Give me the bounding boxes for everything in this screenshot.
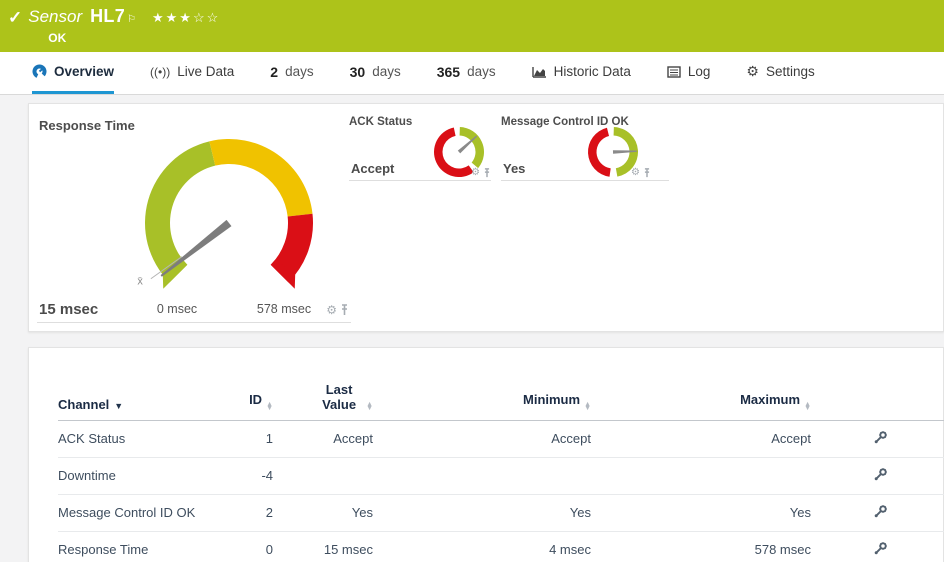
- gauge-title: Response Time: [39, 118, 135, 133]
- gauge-title: Message Control ID OK: [501, 116, 629, 128]
- gauge-title: ACK Status: [349, 116, 413, 128]
- channel-minimum-cell: Accept: [373, 420, 591, 458]
- column-header-actions: [811, 370, 944, 421]
- tab-overview[interactable]: Overview: [32, 52, 115, 94]
- channel-settings-wrench-icon[interactable]: [873, 430, 889, 448]
- channel-name-cell: Response Time: [58, 531, 218, 562]
- gauge-value: Yes: [503, 161, 526, 176]
- gauge-settings-gear-icon[interactable]: ⚙: [326, 303, 337, 317]
- gauge-value: Accept: [351, 161, 395, 176]
- ack-status-gauge-panel: ACK Status Accept ⚙: [349, 112, 491, 181]
- tab-historic-data[interactable]: Historic Data: [531, 52, 631, 94]
- sensor-status-badge: OK: [48, 31, 67, 45]
- gauge-settings-gear-icon[interactable]: ⚙: [471, 167, 480, 178]
- column-header-last-value[interactable]: Last Value ▲ ▼: [273, 370, 373, 421]
- channel-name-cell: Message Control ID OK: [58, 494, 218, 532]
- channels-table-body: ACK Status 1 Accept Accept Accept Downti…: [58, 420, 944, 562]
- gear-icon: ⚙: [746, 63, 759, 79]
- gauge-settings-gear-icon[interactable]: ⚙: [631, 167, 640, 178]
- channel-name-cell: ACK Status: [58, 420, 218, 458]
- channel-settings-wrench-icon[interactable]: [873, 541, 889, 559]
- message-control-gauge: [588, 127, 638, 177]
- sensor-tab-bar: Overview ((•)) Live Data 2 days 30 days …: [0, 52, 944, 95]
- channel-last-value-cell: [273, 457, 373, 495]
- channel-minimum-cell: [373, 457, 591, 495]
- sensor-header: ✓ Sensor HL7 ⚐ ★★★☆☆ OK: [0, 0, 944, 52]
- pin-icon[interactable]: [643, 168, 651, 178]
- tab-2-days[interactable]: 2 days: [270, 63, 314, 80]
- area-chart-icon: [531, 65, 547, 78]
- channel-id-cell: 1: [218, 420, 273, 458]
- channel-minimum-cell: 4 msec: [373, 531, 591, 562]
- channels-table-panel: Channel ▼ ID ▲ ▼ Last Value ▲ ▼ Minimum ▲ ▼ Max…: [28, 347, 944, 562]
- channel-id-cell: 2: [218, 494, 273, 532]
- channel-row: Downtime -4: [58, 457, 944, 495]
- sort-icon: ▲ ▼: [366, 400, 373, 412]
- ack-status-gauge: [434, 127, 484, 177]
- gauge-value: 15 msec: [39, 301, 99, 318]
- tab-30-days[interactable]: 30 days: [349, 63, 401, 80]
- sort-icon: ▲ ▼: [584, 400, 591, 412]
- channel-last-value-cell: Accept: [273, 420, 373, 458]
- log-list-icon: [667, 65, 681, 78]
- tab-settings[interactable]: ⚙ Settings: [746, 63, 815, 79]
- channel-row: Response Time 0 15 msec 4 msec 578 msec: [58, 531, 944, 562]
- pin-icon[interactable]: [483, 168, 491, 178]
- response-time-gauge-panel: Response Time x̄ 0 msec 578 msec 15 msec…: [37, 112, 351, 323]
- sort-icon: ▲ ▼: [266, 400, 273, 412]
- sensor-kind-label: Sensor: [28, 7, 83, 26]
- sensor-name: HL7: [90, 6, 126, 26]
- sort-desc-icon: ▼: [114, 400, 124, 411]
- message-control-gauge-panel: Message Control ID OK Yes ⚙: [501, 112, 669, 181]
- status-check-icon: ✓: [8, 8, 23, 27]
- response-time-gauge: x̄: [137, 139, 313, 289]
- column-header-id[interactable]: ID ▲ ▼: [218, 370, 273, 421]
- channel-minimum-cell: Yes: [373, 494, 591, 532]
- flag-icon[interactable]: ⚐: [127, 14, 136, 25]
- channel-name-cell: Downtime: [58, 457, 218, 495]
- channel-id-cell: 0: [218, 531, 273, 562]
- channel-last-value-cell: Yes: [273, 494, 373, 532]
- channel-maximum-cell: 578 msec: [591, 531, 811, 562]
- column-header-minimum[interactable]: Minimum ▲ ▼: [373, 370, 591, 421]
- gauge-min-label: 0 msec: [156, 302, 198, 316]
- tab-log[interactable]: Log: [667, 52, 710, 94]
- column-header-channel[interactable]: Channel ▼: [58, 370, 218, 421]
- gauge-max-label: 578 msec: [256, 302, 312, 316]
- channels-table: Channel ▼ ID ▲ ▼ Last Value ▲ ▼ Minimum ▲ ▼ Max…: [58, 370, 944, 562]
- channel-settings-wrench-icon[interactable]: [873, 467, 889, 485]
- tab-live-data[interactable]: ((•)) Live Data: [150, 64, 235, 79]
- tab-365-days[interactable]: 365 days: [436, 63, 496, 80]
- channel-maximum-cell: Yes: [591, 494, 811, 532]
- channel-id-cell: -4: [218, 457, 273, 495]
- live-data-icon: ((•)): [150, 64, 171, 79]
- channel-last-value-cell: 15 msec: [273, 531, 373, 562]
- sort-icon: ▲ ▼: [804, 400, 811, 412]
- gauge-icon: [32, 64, 47, 79]
- gauges-panel: Response Time x̄ 0 msec 578 msec 15 msec…: [28, 103, 944, 332]
- svg-text:x̄: x̄: [137, 276, 143, 288]
- priority-stars[interactable]: ★★★☆☆: [152, 10, 221, 25]
- channel-row: ACK Status 1 Accept Accept Accept: [58, 420, 944, 458]
- channel-maximum-cell: [591, 457, 811, 495]
- channel-settings-wrench-icon[interactable]: [873, 504, 889, 522]
- channel-row: Message Control ID OK 2 Yes Yes Yes: [58, 494, 944, 532]
- column-header-maximum[interactable]: Maximum ▲ ▼: [591, 370, 811, 421]
- channel-maximum-cell: Accept: [591, 420, 811, 458]
- pin-icon[interactable]: [340, 304, 349, 316]
